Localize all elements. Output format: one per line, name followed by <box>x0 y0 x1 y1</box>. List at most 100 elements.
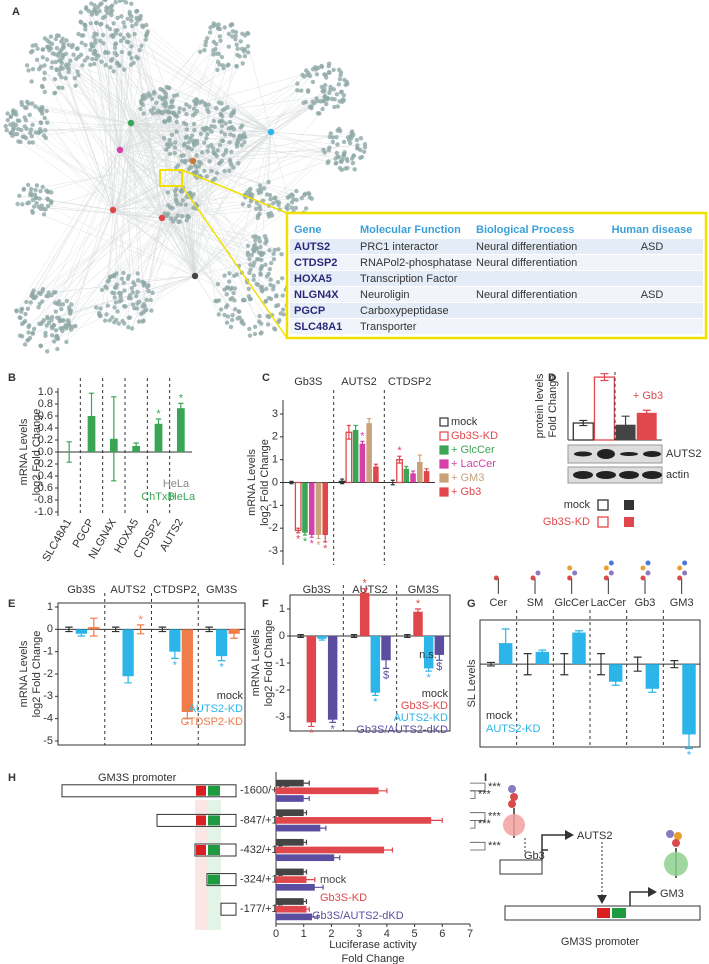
network-node <box>49 190 54 195</box>
network-node <box>233 37 238 42</box>
network-node <box>260 287 265 293</box>
legend-swatch <box>439 459 449 469</box>
glycolipid-icon <box>677 575 683 581</box>
network-node <box>94 305 99 310</box>
network-node <box>271 257 277 262</box>
network-node <box>172 150 177 156</box>
network-node <box>335 142 340 147</box>
network-node <box>35 46 40 51</box>
error-bar <box>369 788 388 794</box>
error-bar <box>297 877 316 883</box>
network-node <box>206 127 212 132</box>
network-node <box>289 205 295 210</box>
network-node <box>57 318 62 323</box>
error-bar <box>297 780 310 786</box>
glycolipid-icon <box>567 565 573 571</box>
error-bar <box>611 677 620 686</box>
bar <box>176 408 185 452</box>
network-node <box>267 266 272 272</box>
network-node <box>227 140 232 145</box>
network-node <box>217 34 222 39</box>
network-node <box>42 89 47 95</box>
network-node <box>216 22 221 27</box>
network-node <box>89 12 95 17</box>
network-node <box>89 43 95 49</box>
network-node <box>234 42 239 47</box>
glycolipid-icon <box>603 565 609 571</box>
network-node <box>54 33 60 38</box>
error-bar <box>375 847 393 853</box>
network-node <box>111 21 116 26</box>
legend-label: + GlcCer <box>451 444 495 456</box>
network-node <box>17 193 22 198</box>
network-edge <box>66 209 114 329</box>
network-edge <box>128 275 196 318</box>
bar <box>122 629 134 677</box>
network-node <box>86 8 92 14</box>
network-node <box>180 214 185 219</box>
network-edge <box>268 131 272 183</box>
network-edge <box>112 51 123 211</box>
error-bar <box>300 869 308 875</box>
network-node <box>327 145 332 150</box>
network-node <box>108 58 114 63</box>
network-node <box>117 299 122 304</box>
significance-mark: * <box>427 672 432 684</box>
network-node <box>285 195 291 200</box>
network-edge <box>119 143 185 151</box>
network-edge <box>84 24 196 277</box>
bar <box>535 651 550 665</box>
network-node <box>279 252 284 257</box>
network-node <box>105 279 110 284</box>
network-edge <box>62 55 196 277</box>
significance-bracket <box>470 812 486 821</box>
network-node <box>145 29 150 34</box>
network-node <box>51 322 56 328</box>
red-element <box>597 908 610 918</box>
bar <box>572 632 586 665</box>
network-node <box>103 50 108 55</box>
network-node <box>232 273 237 278</box>
legend-swatch <box>597 516 609 528</box>
network-node <box>355 143 360 148</box>
network-node <box>128 296 133 301</box>
error-bar <box>501 628 510 658</box>
bar <box>423 636 434 669</box>
network-node <box>74 46 80 51</box>
bar <box>181 629 193 712</box>
network-edge <box>48 205 163 219</box>
network-node <box>221 152 226 158</box>
network-node <box>79 40 85 45</box>
network-node <box>103 318 108 323</box>
network-node <box>26 330 31 335</box>
network-node <box>215 67 220 73</box>
network-node <box>118 38 124 44</box>
significance-mark: * <box>310 538 315 550</box>
error-bar <box>487 661 495 667</box>
error-bar <box>424 468 429 474</box>
network-node <box>191 205 196 211</box>
legend-swatch <box>439 431 449 441</box>
y-axis-label: log2 Fold Change <box>31 409 43 496</box>
network-node <box>223 121 228 126</box>
blot-band <box>574 451 592 457</box>
network-node <box>29 186 34 192</box>
network-node <box>337 77 343 82</box>
y-tick-label: 1 <box>47 601 53 613</box>
significance-mark: * <box>373 696 378 708</box>
network-node <box>68 308 74 313</box>
error-bar <box>178 402 184 414</box>
network-edge <box>194 202 258 277</box>
category-label: Gb3 <box>635 597 656 609</box>
network-node <box>126 325 131 330</box>
bar <box>327 636 338 720</box>
table-row <box>290 287 703 302</box>
network-node <box>144 297 149 303</box>
error-bar <box>560 653 569 676</box>
error-bar <box>425 665 432 672</box>
network-node <box>131 280 136 285</box>
network-node <box>121 0 126 3</box>
network-node <box>99 287 105 293</box>
network-node <box>230 296 235 301</box>
green-shade <box>207 800 221 930</box>
